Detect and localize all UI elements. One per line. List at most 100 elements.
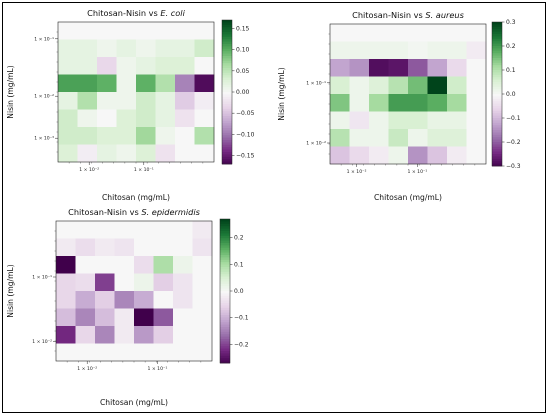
heatmap-cell [153, 308, 174, 327]
heatmap-cell [75, 221, 96, 239]
colorbar-segment [222, 32, 232, 35]
heatmap-cell [155, 39, 176, 58]
colorbar-segment [492, 22, 502, 25]
colorbar-segment [220, 353, 230, 357]
colorbar-segment [492, 79, 502, 83]
colorbar-segment [220, 343, 230, 347]
heatmap-cell [427, 94, 448, 112]
colorbar-segment [220, 257, 230, 261]
heatmap-cell [369, 24, 389, 42]
heatmap-cell [75, 273, 96, 292]
heatmap-cell [114, 308, 135, 327]
chart-title-organism: S. aureus [425, 10, 464, 20]
colorbar-segment [222, 137, 232, 141]
colorbar-segment [492, 158, 502, 162]
colorbar-segment [220, 238, 230, 241]
heatmap-cell [77, 127, 98, 145]
heatmap-cell [153, 273, 174, 292]
colorbar-segment [492, 82, 502, 85]
heatmap-cell [77, 74, 98, 93]
colorbar-segment [220, 360, 230, 364]
heatmap-cell [173, 343, 193, 362]
colorbar-segment [222, 120, 232, 124]
heatmap-cell [136, 39, 156, 58]
heatmap-cell [408, 24, 428, 42]
chart-title: Chitosan-Nisin vs S. aureus [352, 10, 464, 20]
colorbar-segment [222, 63, 232, 66]
heatmap-cell [134, 326, 154, 344]
heatmap-panel-1: Chitosan-Nisin vs E. coli 1 × 10⁻² 1 × 10⁻… [6, 8, 255, 202]
colorbar-tick-label: 0.1 [234, 261, 244, 268]
colorbar-segment [220, 355, 230, 359]
colorbar-tick-label: 0.3 [506, 19, 516, 26]
heatmap-cell [194, 22, 215, 40]
colorbar-segment [492, 50, 502, 54]
colorbar-tick-label: 0.05 [236, 68, 250, 75]
y-tick-label: 1 × 10⁻¹ [32, 275, 52, 281]
heatmap-cell [173, 273, 193, 292]
colorbar-segment [222, 41, 232, 45]
colorbar-tick-label: 0.15 [236, 25, 250, 32]
colorbar-segment [220, 291, 230, 294]
heatmap-cell [408, 59, 428, 77]
heatmap-cell [194, 109, 215, 128]
colorbar-segment [492, 60, 502, 64]
heatmap-cell [95, 308, 115, 327]
colorbar-tick-label: −0.15 [236, 153, 255, 160]
colorbar-segment [222, 128, 232, 131]
colorbar-segment [222, 94, 232, 98]
colorbar-segment [220, 327, 230, 330]
colorbar-tick-label: 0.0 [506, 91, 516, 98]
colorbar-segment [492, 144, 502, 148]
heatmap-cell [447, 59, 467, 77]
heatmap-cell [466, 59, 487, 77]
heatmap-cell [58, 74, 78, 93]
colorbar-tick-label: −0.2 [506, 139, 521, 146]
heatmap-cell [466, 94, 487, 112]
heatmap-cell [175, 39, 195, 58]
heatmap-cell [75, 291, 96, 309]
heatmap-cell [349, 129, 370, 147]
colorbar-segment [222, 108, 232, 112]
heatmap-cell [56, 308, 76, 327]
heatmap-cell [56, 273, 76, 292]
y-axis-label: Nisin (mg/mL) [6, 264, 15, 317]
colorbar-segment [492, 67, 502, 71]
heatmap-cell [97, 57, 117, 75]
heatmap-cell [447, 24, 467, 42]
colorbar-segment [222, 58, 232, 62]
heatmap-cell [116, 22, 137, 40]
heatmap-cell [97, 22, 117, 40]
colorbar-tick-label: −0.10 [236, 131, 255, 138]
colorbar-segment [222, 101, 232, 105]
heatmap-cell [192, 326, 213, 344]
colorbar-segment [492, 38, 502, 42]
x-tick-label: 1 × 10⁻² [77, 366, 97, 372]
colorbar-segment [222, 82, 232, 86]
colorbar-segment [222, 144, 232, 148]
heatmap-cell [134, 256, 154, 274]
colorbar-tick-label: 0.2 [234, 235, 244, 242]
colorbar-segment [222, 140, 232, 143]
colorbar-segment [222, 113, 232, 117]
heatmap-cell [173, 256, 193, 274]
heatmap-cell [447, 76, 467, 95]
colorbar-segment [492, 70, 502, 73]
colorbar-segment [220, 331, 230, 335]
heatmap-cell [97, 74, 117, 93]
colorbar-tick-label: −0.3 [506, 163, 521, 170]
colorbar-segment [492, 74, 502, 78]
colorbar-segment [222, 27, 232, 30]
colorbar-segment [492, 55, 502, 59]
colorbar-segment [220, 219, 230, 222]
colorbar-segment [222, 84, 232, 88]
colorbar-segment [492, 43, 502, 47]
heatmap-cell [192, 308, 213, 327]
heatmap-cell [349, 24, 370, 42]
colorbar-segment [222, 22, 232, 26]
colorbar-segment [492, 127, 502, 131]
heatmap-cell [447, 111, 467, 130]
heatmap-cell [175, 144, 195, 163]
y-tick-label: 1 × 10⁻² [32, 339, 52, 345]
